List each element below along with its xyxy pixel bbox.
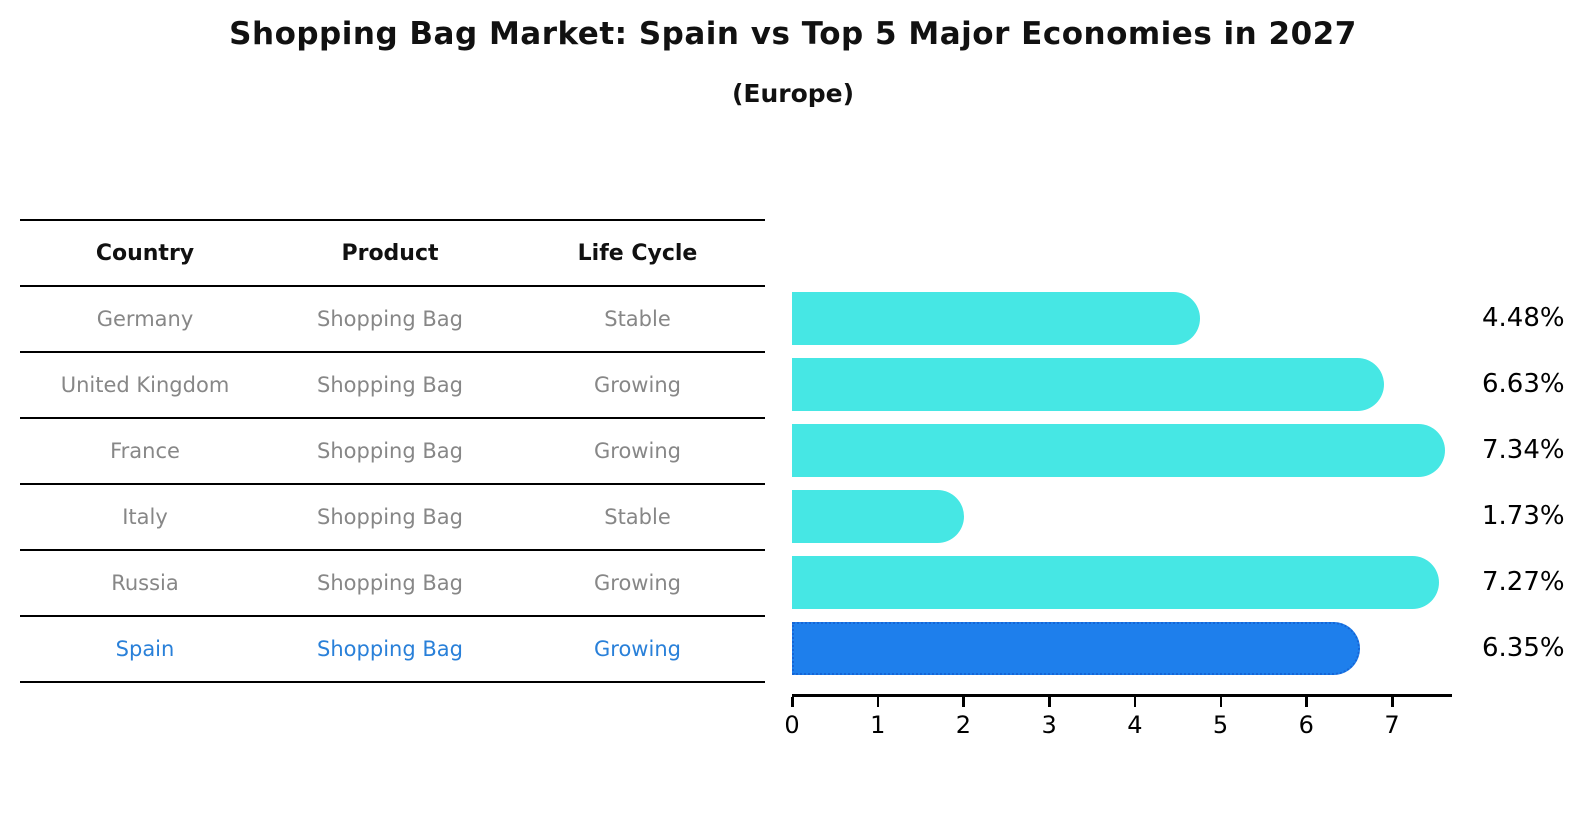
- header-cell-product: Product: [341, 240, 439, 266]
- table-body: Germany Shopping Bag Stable United Kingd…: [20, 287, 765, 683]
- cell-product: Shopping Bag: [317, 307, 463, 331]
- axis-tick-mark: [1219, 697, 1223, 707]
- value-label: 7.27%: [1482, 567, 1565, 597]
- value-label: 6.35%: [1482, 633, 1565, 663]
- content: Country Product Life Cycle Germany Shopp…: [0, 219, 1586, 747]
- cell-product: Shopping Bag: [317, 439, 463, 463]
- cell-country: Spain: [115, 637, 175, 661]
- bar-row: 1.73%: [792, 483, 1586, 549]
- cell-country: France: [110, 439, 180, 463]
- table-row: France Shopping Bag Growing: [20, 419, 765, 485]
- axis-tick-label: 5: [1212, 711, 1229, 739]
- value-label: 4.48%: [1482, 303, 1565, 333]
- cell-life-cycle: Stable: [604, 307, 671, 331]
- axis-tick-label: 6: [1298, 711, 1314, 739]
- cell-product: Shopping Bag: [317, 505, 463, 529]
- table-header-row: Country Product Life Cycle: [20, 219, 765, 287]
- cell-life-cycle: Stable: [604, 505, 671, 529]
- bar-row: 6.63%: [792, 351, 1586, 417]
- table-row: United Kingdom Shopping Bag Growing: [20, 353, 765, 419]
- bar-row: 6.35%: [792, 615, 1586, 681]
- axis-tick-label: 4: [1127, 711, 1143, 739]
- axis-tick-label: 3: [1041, 711, 1057, 739]
- axis-tick-label: 7: [1384, 711, 1400, 739]
- value-label: 1.73%: [1482, 501, 1565, 531]
- value-bar: [792, 555, 1439, 609]
- figure: Shopping Bag Market: Spain vs Top 5 Majo…: [0, 16, 1586, 823]
- bar-row: 7.27%: [792, 549, 1586, 615]
- axis-tick-mark: [1048, 697, 1051, 707]
- axis-tick-mark: [1305, 697, 1308, 707]
- table-row: Italy Shopping Bag Stable: [20, 485, 765, 551]
- cell-country: Germany: [96, 307, 194, 331]
- bar-chart: 4.48% 6.63% 7.34% 1.73% 7.27% 6.35% 0 1 2 3…: [784, 219, 1586, 747]
- page-subtitle: (Europe): [731, 79, 855, 108]
- header-cell-life-cycle: Life Cycle: [577, 240, 698, 266]
- axis-tick-mark: [962, 697, 965, 707]
- axis-tick-label: 1: [870, 711, 886, 739]
- page-title: Shopping Bag Market: Spain vs Top 5 Majo…: [229, 16, 1357, 52]
- header-cell-country: Country: [95, 240, 195, 266]
- cell-country: United Kingdom: [60, 373, 230, 397]
- value-bar: [792, 291, 1200, 345]
- value-bar: [792, 489, 964, 543]
- value-label: 6.63%: [1482, 369, 1565, 399]
- axis-tick-mark: [1133, 697, 1137, 707]
- value-bar: [792, 621, 1360, 675]
- axis-tick-mark: [876, 697, 880, 707]
- x-axis: 0 1 2 3 4 5 6 7: [784, 694, 1452, 747]
- cell-country: Italy: [122, 505, 168, 529]
- axis-tick-mark: [791, 697, 794, 707]
- bar-row: 7.34%: [792, 417, 1586, 483]
- value-bar: [792, 423, 1445, 477]
- axis-tick-mark: [1391, 697, 1394, 707]
- cell-life-cycle: Growing: [594, 571, 681, 595]
- table-row: Russia Shopping Bag Growing: [20, 551, 765, 617]
- bar-row: 4.48%: [792, 285, 1586, 351]
- cell-product: Shopping Bag: [317, 637, 463, 661]
- value-bar: [792, 357, 1384, 411]
- table-row: Spain Shopping Bag Growing: [20, 617, 765, 683]
- data-table: Country Product Life Cycle Germany Shopp…: [20, 219, 765, 683]
- cell-life-cycle: Growing: [594, 439, 681, 463]
- table-row: Germany Shopping Bag Stable: [20, 287, 765, 353]
- axis-tick-label: 0: [784, 711, 800, 739]
- bars-area: 4.48% 6.63% 7.34% 1.73% 7.27% 6.35%: [792, 285, 1586, 681]
- cell-country: Russia: [111, 571, 179, 595]
- cell-product: Shopping Bag: [317, 571, 463, 595]
- value-label: 7.34%: [1482, 435, 1565, 465]
- cell-product: Shopping Bag: [317, 373, 463, 397]
- axis-tick-label: 2: [955, 711, 972, 739]
- cell-life-cycle: Growing: [594, 373, 681, 397]
- cell-life-cycle: Growing: [594, 637, 681, 661]
